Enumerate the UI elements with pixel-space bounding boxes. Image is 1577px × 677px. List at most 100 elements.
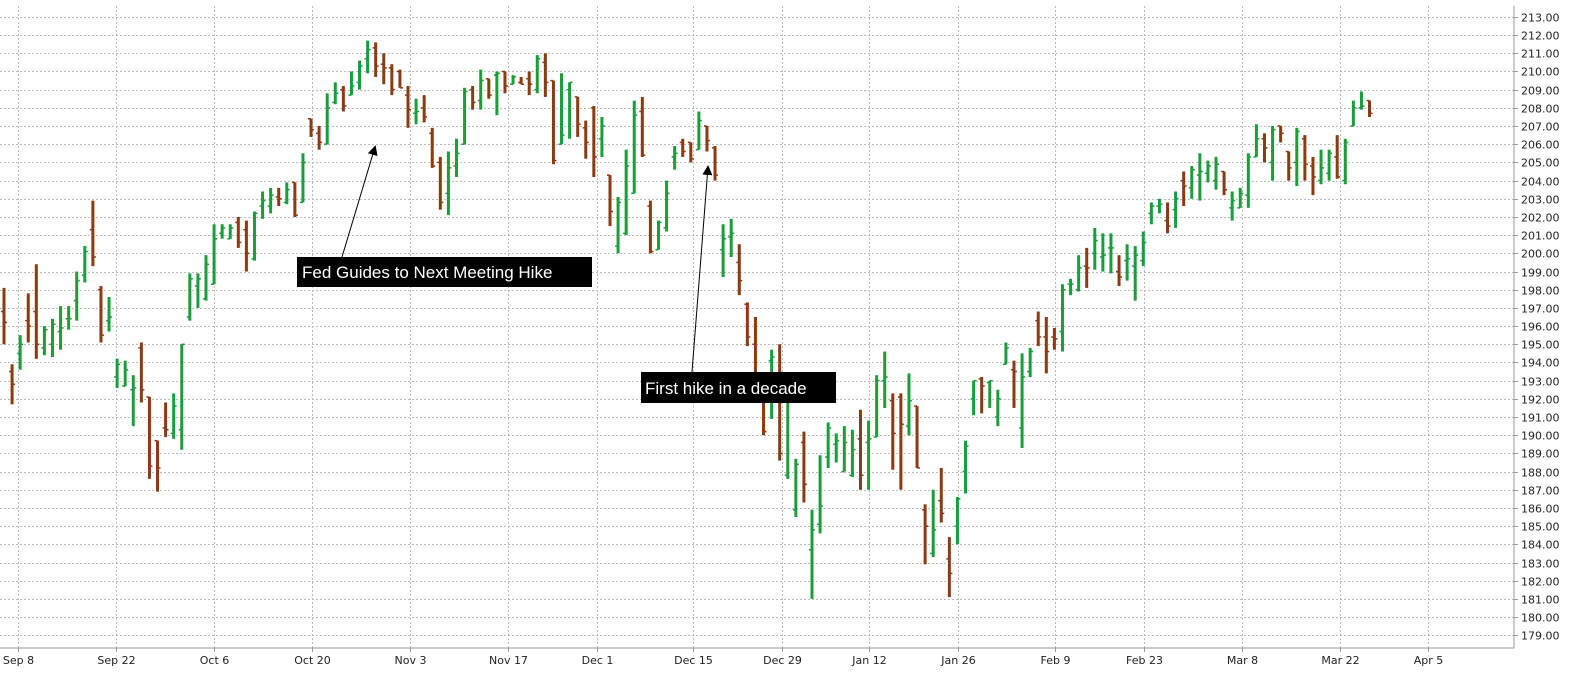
gridlines [0, 6, 1514, 648]
ohlc-bar-down [340, 86, 347, 112]
ohlc-bar-down [712, 146, 719, 181]
annotations: Fed Guides to Next Meeting Hike First hik… [297, 145, 836, 403]
ohlc-bar-up [510, 75, 517, 85]
ohlc-bar-down [800, 431, 807, 503]
ohlc-bar-up [332, 82, 339, 105]
ohlc-bar-up [566, 81, 573, 139]
ohlc-bar-down [526, 71, 533, 96]
ohlc-bar-up [962, 440, 969, 494]
ohlc-bar-up [348, 71, 355, 96]
ohlc-bar-down [582, 120, 589, 159]
ohlc-bar-down [590, 106, 597, 177]
ohlc-bar-up [356, 60, 363, 90]
y-tick-label: 209.00 [1521, 85, 1560, 98]
ohlc-bar-down [703, 125, 710, 152]
annotation-box [297, 257, 592, 287]
ohlc-bar-up [219, 224, 226, 239]
ohlc-bar-up [881, 351, 888, 408]
ohlc-bar-up [1253, 124, 1260, 158]
ohlc-bar-up [1019, 353, 1026, 448]
ohlc-bar-up [1075, 255, 1082, 292]
ohlc-bar-up [211, 224, 218, 286]
y-tick-label: 187.00 [1521, 485, 1560, 498]
x-tick-label: Sep 8 [3, 654, 34, 667]
ohlc-bar-up [695, 111, 702, 151]
annotation: First hike in a decade [641, 165, 836, 403]
ohlc-bar-up [170, 393, 177, 439]
ohlc-bar-down [946, 537, 953, 598]
ohlc-bar-up [631, 100, 638, 195]
ohlc-bar-up [324, 93, 331, 145]
ohlc-bar-up [1350, 100, 1357, 127]
ohlc-bar-down [1261, 133, 1268, 163]
ohlc-bar-down [396, 69, 403, 89]
ohlc-bar-down [922, 504, 929, 565]
x-tick-label: Oct 6 [200, 654, 230, 667]
y-tick-label: 183.00 [1521, 558, 1560, 571]
ohlc-bar-up [825, 422, 832, 468]
y-tick-label: 184.00 [1521, 539, 1560, 552]
ohlc-bar-up [817, 455, 824, 534]
ohlc-bar-down [857, 409, 864, 490]
ohlc-bar-up [106, 296, 113, 332]
x-axis-ticks: Sep 8 Sep 22 Oct 6 Oct 20 Nov 3 Nov 17 Dec 1 De… [3, 648, 1443, 667]
ohlc-bar-up [1002, 342, 1009, 366]
ohlc-bar-down [897, 393, 904, 490]
ohlc-bar-up [1269, 126, 1276, 181]
ohlc-bar-up [1156, 198, 1163, 214]
ohlc-bar-up [1140, 231, 1147, 267]
ohlc-bar-down [1051, 327, 1058, 350]
price-bars [1, 40, 1373, 599]
ohlc-bar-down [574, 96, 581, 137]
ohlc-bar-down [469, 86, 476, 110]
ohlc-bar-down [275, 187, 282, 207]
x-tick-label: Dec 15 [674, 654, 713, 667]
ohlc-bar-up [299, 153, 306, 204]
ohlc-bar-up [1124, 244, 1131, 281]
ohlc-bar-up [623, 149, 630, 236]
ohlc-bar-down [429, 127, 436, 168]
ohlc-bar-down [162, 402, 169, 438]
ohlc-bar-down [89, 200, 96, 267]
ohlc-bar-down [380, 53, 387, 85]
ohlc-bar-up [1148, 202, 1155, 225]
ohlc-bar-up [809, 509, 815, 599]
y-tick-label: 193.00 [1521, 376, 1560, 389]
ohlc-bar-down [25, 293, 32, 343]
ohlc-bar-up [1245, 153, 1252, 208]
ohlc-bar-up [598, 116, 605, 157]
ohlc-bar-up [849, 429, 856, 478]
y-tick-label: 185.00 [1521, 521, 1560, 534]
ohlc-bar-down [518, 76, 525, 85]
annotation-arrow [341, 145, 378, 258]
ohlc-bar-up [57, 306, 64, 350]
ohlc-bar-down [1366, 99, 1373, 117]
ohlc-bar-down [235, 216, 242, 248]
ohlc-bar-up [841, 426, 848, 473]
ohlc-bar-down [405, 86, 411, 128]
y-tick-label: 210.00 [1521, 66, 1560, 79]
ohlc-bar-down [388, 64, 395, 96]
y-tick-label: 208.00 [1521, 103, 1560, 116]
ohlc-bar-up [1027, 347, 1034, 378]
ohlc-bar-up [178, 343, 185, 450]
ohlc-bar-up [1172, 191, 1179, 228]
ohlc-bar-up [792, 458, 799, 518]
ohlc-bar-up [283, 182, 290, 205]
ohlc-bar-down [1334, 135, 1341, 179]
annotation: Fed Guides to Next Meeting Hike [297, 145, 592, 287]
ohlc-bar-down [308, 118, 315, 137]
ohlc-bar-up [1326, 149, 1333, 181]
ohlc-bar-up [493, 71, 500, 116]
ohlc-bar-up [986, 379, 993, 408]
ohlc-bar-up [873, 375, 880, 438]
ohlc-bar-up [453, 138, 460, 177]
y-tick-label: 182.00 [1521, 576, 1560, 589]
ohlc-bar-down [1035, 311, 1042, 347]
ohlc-bar-up [1229, 191, 1236, 221]
y-tick-label: 213.00 [1521, 12, 1560, 25]
ohlc-bar-down [1116, 255, 1123, 287]
x-tick-label: Feb 9 [1041, 654, 1071, 667]
ohlc-bar-down [146, 396, 153, 479]
